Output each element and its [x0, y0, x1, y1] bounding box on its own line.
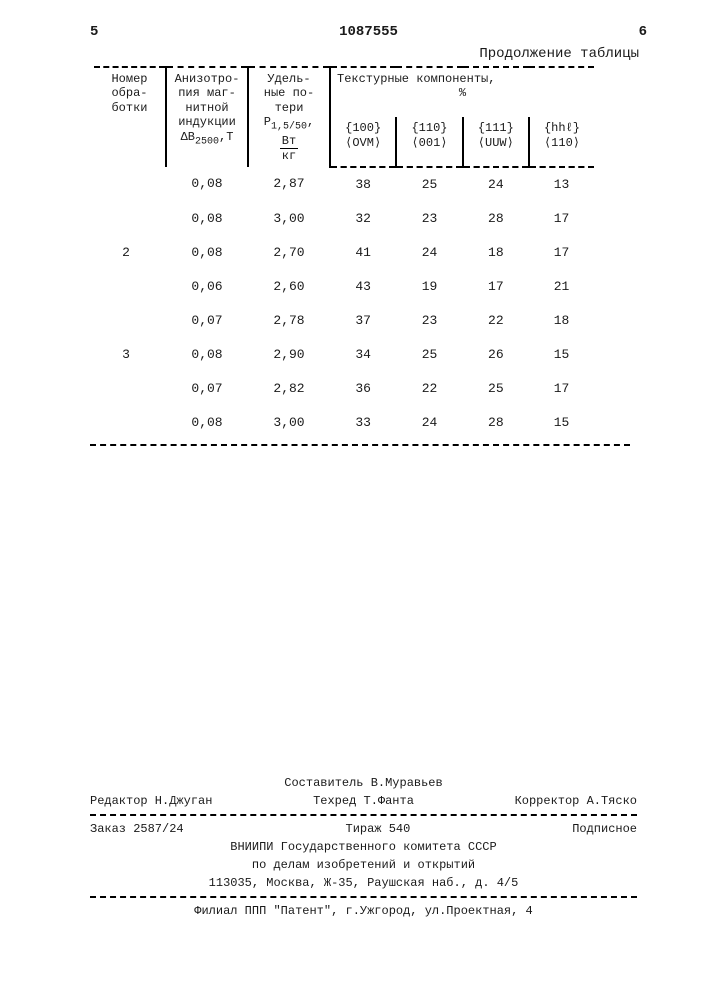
- table-cell: 2,87: [248, 167, 330, 202]
- table-cell: 34: [330, 338, 396, 372]
- table-cell: 22: [463, 304, 529, 338]
- footer-corrector: Корректор А.Тяско: [515, 792, 637, 810]
- table-row: 0,082,8738252413: [94, 167, 594, 202]
- table-cell: 37: [330, 304, 396, 338]
- table-cell: 2,82: [248, 372, 330, 406]
- table-cell: 23: [396, 304, 462, 338]
- table-cell: 19: [396, 270, 462, 304]
- table-cell: 18: [463, 236, 529, 270]
- footer-tirazh: Тираж 540: [346, 820, 411, 838]
- table-cell: [94, 202, 166, 236]
- footer-block: Составитель В.Муравьев Редактор Н.Джуган…: [90, 774, 637, 920]
- table-cell: 17: [529, 372, 594, 406]
- table-cell: 25: [396, 167, 462, 202]
- table-cell: 0,08: [166, 236, 248, 270]
- table-cell: 13: [529, 167, 594, 202]
- table-cell: [94, 167, 166, 202]
- table-cell: 23: [396, 202, 462, 236]
- table-cell: 0,08: [166, 406, 248, 440]
- footer-editor: Редактор Н.Джуган: [90, 792, 212, 810]
- table-cell: 43: [330, 270, 396, 304]
- footer-branch: Филиал ППП "Патент", г.Ужгород, ул.Проек…: [90, 902, 637, 920]
- table-row: 20,082,7041241817: [94, 236, 594, 270]
- sub-header-3: {111}⟨UUW⟩: [463, 117, 529, 167]
- table-cell: 3,00: [248, 406, 330, 440]
- col-header-4-span: Текстурные компоненты, %: [330, 67, 594, 117]
- col-header-3: Удель- ные по- тери P1,5/50, Вт кг: [248, 67, 330, 167]
- table-cell: 36: [330, 372, 396, 406]
- table-cell: 2,70: [248, 236, 330, 270]
- table-cell: 25: [396, 338, 462, 372]
- sub-header-1: {100}⟨OVM⟩: [330, 117, 396, 167]
- footer-org2: по делам изобретений и открытий: [90, 856, 637, 874]
- table-cell: 24: [463, 167, 529, 202]
- table-cell: 17: [529, 202, 594, 236]
- table-cell: 0,07: [166, 304, 248, 338]
- footer-addr: 113035, Москва, Ж-35, Раушская наб., д. …: [90, 874, 637, 892]
- sub-header-2: {110}⟨001⟩: [396, 117, 462, 167]
- footer-order: Заказ 2587/24: [90, 820, 184, 838]
- table-cell: 3: [94, 338, 166, 372]
- data-table: Номер обра-ботки Анизотро- пия маг- нитн…: [94, 66, 594, 440]
- table-cell: 22: [396, 372, 462, 406]
- table-cell: 0,07: [166, 372, 248, 406]
- table-cell: 2: [94, 236, 166, 270]
- table-cell: 25: [463, 372, 529, 406]
- sub-header-4: {hhℓ}⟨110⟩: [529, 117, 594, 167]
- table-row: 0,083,0033242815: [94, 406, 594, 440]
- table-cell: 0,08: [166, 338, 248, 372]
- table-cell: 0,08: [166, 202, 248, 236]
- table-cell: 2,78: [248, 304, 330, 338]
- footer-subscr: Подписное: [572, 820, 637, 838]
- table-end-rule: [90, 444, 630, 446]
- table-row: 0,072,7837232218: [94, 304, 594, 338]
- table-cell: 15: [529, 338, 594, 372]
- table-cell: 17: [529, 236, 594, 270]
- table-cell: 38: [330, 167, 396, 202]
- table-cell: 15: [529, 406, 594, 440]
- table-cell: 0,06: [166, 270, 248, 304]
- table-cell: 26: [463, 338, 529, 372]
- page-left-num: 5: [90, 24, 98, 40]
- table-row: 0,072,8236222517: [94, 372, 594, 406]
- table-cell: 2,90: [248, 338, 330, 372]
- footer-compiler: Составитель В.Муравьев: [90, 774, 637, 792]
- table-row: 30,082,9034252615: [94, 338, 594, 372]
- table-cell: 28: [463, 406, 529, 440]
- table-cell: 2,60: [248, 270, 330, 304]
- table-cell: 32: [330, 202, 396, 236]
- table-cell: 24: [396, 406, 462, 440]
- table-cell: 33: [330, 406, 396, 440]
- table-cell: 41: [330, 236, 396, 270]
- table-cell: 28: [463, 202, 529, 236]
- table-cell: 24: [396, 236, 462, 270]
- table-cell: [94, 304, 166, 338]
- table-cell: 3,00: [248, 202, 330, 236]
- table-cell: [94, 270, 166, 304]
- table-cell: 21: [529, 270, 594, 304]
- table-row: 0,083,0032232817: [94, 202, 594, 236]
- table-row: 0,062,6043191721: [94, 270, 594, 304]
- footer-tech: Техред Т.Фанта: [313, 792, 414, 810]
- table-cell: 0,08: [166, 167, 248, 202]
- table-cell: 17: [463, 270, 529, 304]
- footer-org1: ВНИИПИ Государственного комитета СССР: [90, 838, 637, 856]
- page-right-num: 6: [639, 24, 647, 40]
- table-caption: Продолжение таблицы: [90, 46, 647, 62]
- table-cell: [94, 406, 166, 440]
- table-cell: [94, 372, 166, 406]
- col-header-1: Номер обра-ботки: [94, 67, 166, 167]
- table-cell: 18: [529, 304, 594, 338]
- col-header-2: Анизотро- пия маг- нитной индукции ΔB250…: [166, 67, 248, 167]
- doc-number: 1087555: [339, 24, 398, 40]
